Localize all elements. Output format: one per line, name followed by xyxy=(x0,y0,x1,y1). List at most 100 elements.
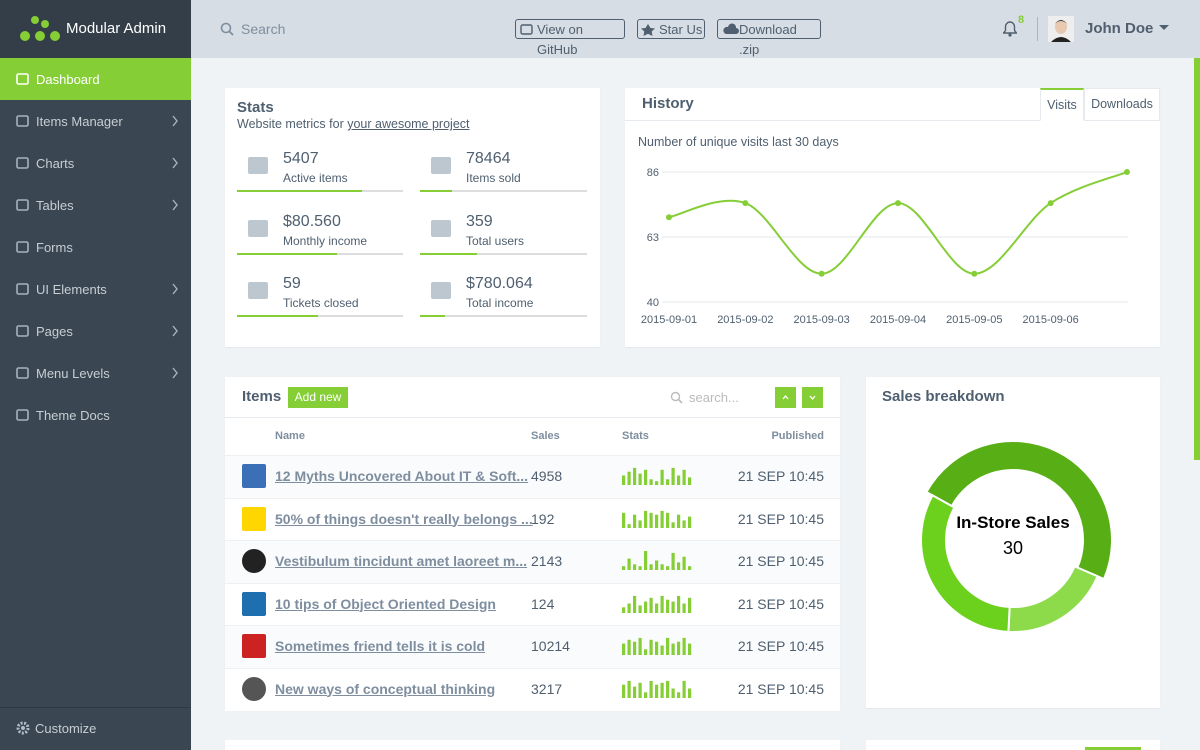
icon-shape xyxy=(431,219,451,237)
item-name[interactable]: New ways of conceptual thinking xyxy=(275,680,496,697)
spark-bar xyxy=(649,597,653,613)
stat-label: Total users xyxy=(466,233,525,248)
progress-bar xyxy=(420,252,477,255)
icon-shape xyxy=(248,157,268,174)
thumbnail xyxy=(242,549,266,573)
spark-bar xyxy=(666,479,670,485)
stat-value: $80.560 xyxy=(283,212,341,230)
menu-item[interactable]: Tables xyxy=(36,198,74,213)
history-card xyxy=(625,88,1160,347)
icon-shape xyxy=(431,157,451,174)
spark-bar xyxy=(638,604,642,613)
items-search[interactable]: search... xyxy=(689,390,739,405)
menu-item[interactable]: Dashboard xyxy=(36,72,100,87)
button-icons xyxy=(520,23,739,36)
item-name[interactable]: Sometimes friend tells it is cold xyxy=(275,638,486,654)
item-published: 21 SEP 10:45 xyxy=(737,595,824,612)
row xyxy=(225,540,840,583)
stat-icon xyxy=(431,157,451,174)
caret[interactable] xyxy=(1159,25,1169,31)
row xyxy=(225,455,840,498)
spark-bar xyxy=(671,688,675,698)
donut-label: In-Store Sales xyxy=(956,513,1069,532)
logo xyxy=(20,16,60,41)
download-button[interactable]: Download .zip xyxy=(717,19,821,57)
stat-label: Total income xyxy=(466,296,534,310)
spark-bar xyxy=(666,599,670,613)
menu-item[interactable]: Theme Docs xyxy=(36,408,110,423)
point xyxy=(894,200,901,207)
menu-item[interactable]: Forms xyxy=(36,240,73,255)
item-name[interactable]: 10 tips of Object Oriented Design xyxy=(275,595,496,612)
spark-bar xyxy=(671,467,675,485)
progress-bar xyxy=(420,190,452,192)
spark-bar xyxy=(655,684,659,698)
spark-bar xyxy=(644,510,648,528)
item-name[interactable]: Vestibulum tincidunt amet laoreet m... xyxy=(275,553,528,569)
bell-icon[interactable] xyxy=(1003,21,1017,37)
spark-bar xyxy=(649,479,653,485)
point xyxy=(1047,200,1054,207)
item-sales: 124 xyxy=(531,595,555,612)
stat-value: 78464 xyxy=(466,150,511,167)
tab[interactable]: Visits xyxy=(1040,88,1084,121)
spark-bar xyxy=(638,682,642,698)
add-button[interactable]: Add new xyxy=(288,387,348,408)
menu-item[interactable]: Items Manager xyxy=(36,114,123,129)
spark-bar xyxy=(666,566,670,570)
item-name[interactable]: 12 Myths Uncovered About IT & Soft... xyxy=(275,468,529,484)
donut-segment xyxy=(925,439,1113,581)
sparkline xyxy=(622,595,692,613)
chevron-shape xyxy=(172,157,178,169)
spark-bar xyxy=(677,691,681,698)
customize[interactable]: Customize xyxy=(35,721,97,736)
spark-bar xyxy=(655,514,659,528)
point xyxy=(818,270,825,277)
topbar xyxy=(191,0,1200,58)
chevron xyxy=(172,157,178,169)
star-button[interactable]: Star Us xyxy=(637,19,705,39)
scrollbar[interactable] xyxy=(1194,58,1200,460)
subtitle-link[interactable]: your awesome project xyxy=(347,117,470,131)
tab[interactable]: Downloads xyxy=(1084,88,1160,121)
sort-buttons[interactable] xyxy=(775,387,825,409)
stat-icon xyxy=(248,219,268,237)
item-published: 21 SEP 10:45 xyxy=(737,638,824,654)
donut-chart: In-Store Sales 30 xyxy=(920,439,1113,633)
item-name[interactable]: 50% of things doesn't really belongs ... xyxy=(275,510,533,527)
donut-value: 30 xyxy=(1003,538,1023,558)
menu-item[interactable]: Menu Levels xyxy=(36,366,110,381)
github-button[interactable]: View on GitHub xyxy=(515,19,625,57)
spark-bar xyxy=(660,645,664,655)
x-tick-label: 2015-09-03 xyxy=(794,314,850,326)
spark-bar xyxy=(638,566,642,570)
stat-icon xyxy=(431,219,451,237)
thumbnail xyxy=(242,591,266,616)
sales-title: Sales breakdown xyxy=(882,388,1005,405)
item-published: 21 SEP 10:45 xyxy=(737,553,824,569)
chevron xyxy=(172,115,178,127)
spark-bar xyxy=(682,680,686,698)
menu-item[interactable]: UI Elements xyxy=(36,282,107,297)
stat-icon xyxy=(248,157,268,174)
user-name[interactable]: John Doe xyxy=(1085,20,1154,37)
spark-bar xyxy=(622,606,626,613)
spark-bar xyxy=(638,473,642,485)
item-sales: 10214 xyxy=(531,638,570,654)
sparkline xyxy=(622,510,692,528)
donut-segment xyxy=(920,494,1011,633)
brand-name: Modular Admin xyxy=(66,20,167,37)
divider xyxy=(225,417,840,418)
spark-bar xyxy=(677,562,681,570)
stat-value: 59 xyxy=(283,275,301,292)
icon-shape xyxy=(431,282,451,299)
y-tick-label: 40 xyxy=(647,297,659,309)
icon-shape xyxy=(16,325,29,337)
stats-card xyxy=(225,88,600,347)
menu-item[interactable]: Charts xyxy=(36,156,75,171)
spark-bar xyxy=(633,641,637,655)
progress-track xyxy=(237,315,403,317)
menu-item[interactable]: Pages xyxy=(36,324,73,339)
search-input[interactable]: Search xyxy=(241,21,286,37)
spark-bar xyxy=(660,469,664,485)
